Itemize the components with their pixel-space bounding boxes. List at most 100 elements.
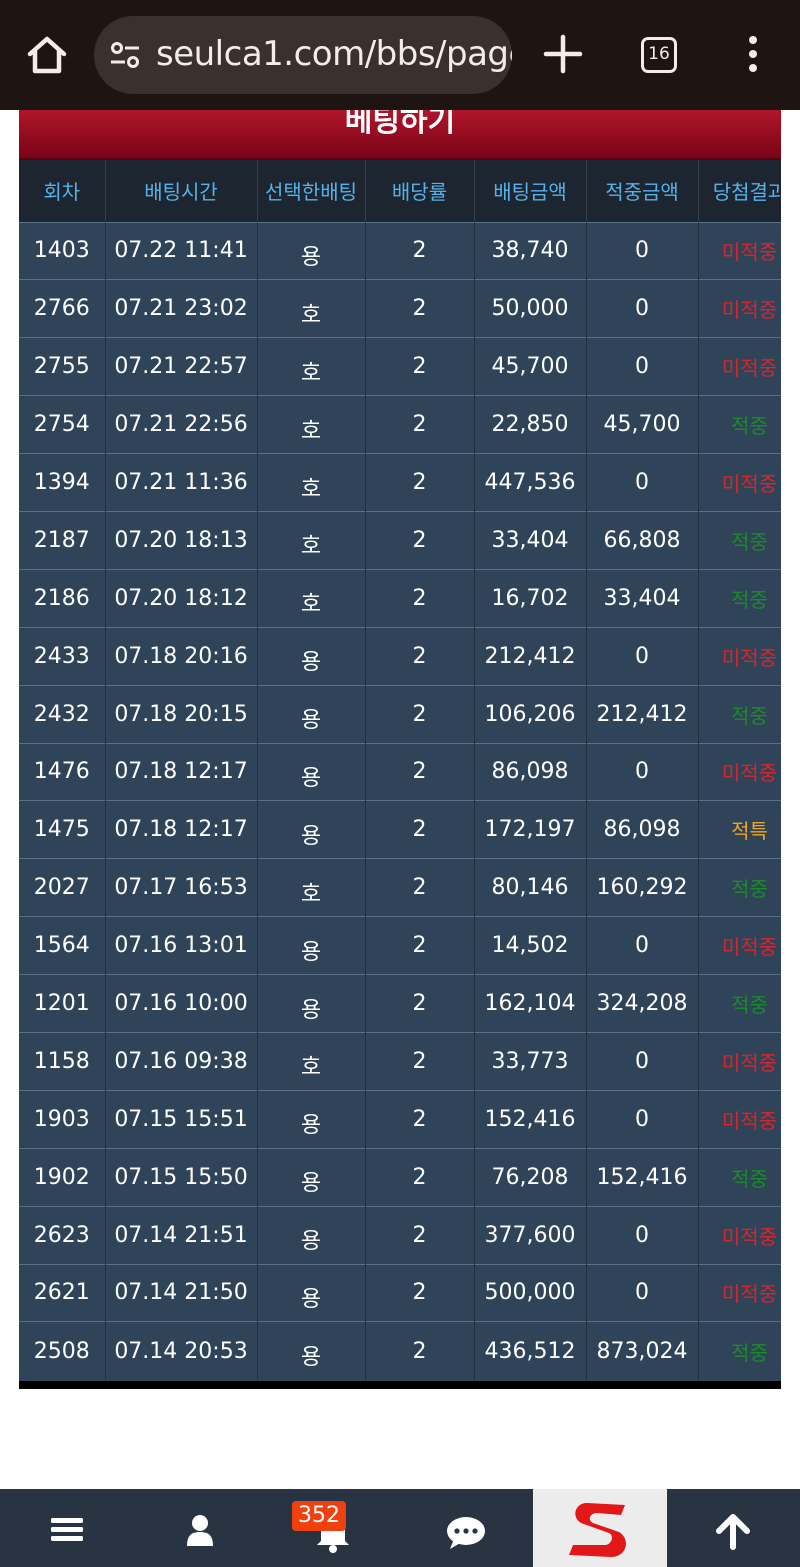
odds-cell: 2 — [365, 1205, 475, 1265]
odds-cell: 2 — [365, 221, 475, 280]
result-cell: 적중 — [698, 974, 781, 1033]
round-cell: 2766 — [19, 279, 106, 338]
more-menu-icon[interactable] — [738, 34, 768, 74]
amount-cell: 76,208 — [474, 1147, 587, 1207]
pick-cell: 호 — [257, 337, 366, 396]
time-cell: 07.15 15:50 — [105, 1147, 258, 1207]
amount-cell: 33,773 — [474, 1031, 587, 1091]
table-row: 2027 07.17 16:53 호 2 80,146 160,292 적중 — [19, 858, 781, 917]
site-settings-icon[interactable] — [110, 42, 140, 68]
table-row: 2755 07.21 22:57 호 2 45,700 0 미적중 — [19, 337, 781, 396]
round-cell: 2621 — [19, 1263, 106, 1322]
time-cell: 07.16 09:38 — [105, 1031, 258, 1091]
pick-cell: 용 — [257, 1321, 366, 1380]
odds-cell: 2 — [365, 974, 475, 1033]
table-row: 2186 07.20 18:12 호 2 16,702 33,404 적중 — [19, 568, 781, 628]
pick-cell: 용 — [257, 1205, 366, 1265]
odds-cell: 2 — [365, 395, 475, 454]
user-icon[interactable] — [178, 1489, 222, 1567]
result-cell: 미적중 — [698, 1031, 781, 1091]
time-cell: 07.20 18:13 — [105, 510, 258, 570]
pick-cell: 용 — [257, 916, 366, 975]
amount-cell: 212,412 — [474, 626, 587, 686]
page-title: 베팅하기 — [344, 110, 456, 139]
win-amount-cell: 0 — [586, 221, 699, 280]
round-cell: 2755 — [19, 337, 106, 396]
amount-cell: 152,416 — [474, 1089, 587, 1149]
pick-cell: 용 — [257, 1147, 366, 1207]
time-cell: 07.16 13:01 — [105, 916, 258, 975]
result-cell: 미적중 — [698, 279, 781, 338]
round-cell: 1903 — [19, 1089, 106, 1149]
amount-cell: 50,000 — [474, 279, 587, 338]
round-cell: 1902 — [19, 1147, 106, 1207]
result-cell: 미적중 — [698, 742, 781, 801]
site-logo[interactable] — [533, 1489, 667, 1567]
result-cell: 적중 — [698, 684, 781, 744]
table-row: 1564 07.16 13:01 용 2 14,502 0 미적중 — [19, 916, 781, 975]
table-row: 1158 07.16 09:38 호 2 33,773 0 미적중 — [19, 1031, 781, 1091]
pick-cell: 용 — [257, 221, 366, 280]
odds-cell: 2 — [365, 568, 475, 628]
table-row: 1201 07.16 10:00 용 2 162,104 324,208 적중 — [19, 974, 781, 1033]
round-cell: 2187 — [19, 510, 106, 570]
header-time: 배팅시간 — [105, 160, 258, 222]
result-cell: 적중 — [698, 1321, 781, 1380]
win-amount-cell: 66,808 — [586, 510, 699, 570]
odds-cell: 2 — [365, 1089, 475, 1149]
time-cell: 07.15 15:51 — [105, 1089, 258, 1149]
result-cell: 미적중 — [698, 1089, 781, 1149]
amount-cell: 22,850 — [474, 395, 587, 454]
time-cell: 07.21 22:57 — [105, 337, 258, 396]
time-cell: 07.14 20:53 — [105, 1321, 258, 1380]
table-row: 2621 07.14 21:50 용 2 500,000 0 미적중 — [19, 1263, 781, 1322]
win-amount-cell: 0 — [586, 453, 699, 512]
logo-s-icon — [569, 1503, 626, 1557]
win-amount-cell: 160,292 — [586, 858, 699, 917]
odds-cell: 2 — [365, 279, 475, 338]
address-bar[interactable]: seulca1.com/bbs/page — [94, 16, 512, 94]
round-cell: 1394 — [19, 453, 106, 512]
time-cell: 07.21 11:36 — [105, 453, 258, 512]
pick-cell: 용 — [257, 626, 366, 686]
time-cell: 07.22 11:41 — [105, 221, 258, 280]
header-round: 회차 — [19, 160, 106, 222]
bottom-nav — [0, 1489, 800, 1567]
table-row: 2187 07.20 18:13 호 2 33,404 66,808 적중 — [19, 510, 781, 570]
win-amount-cell: 0 — [586, 1205, 699, 1265]
new-tab-icon[interactable] — [540, 31, 586, 77]
home-icon[interactable] — [22, 30, 72, 80]
odds-cell: 2 — [365, 453, 475, 512]
win-amount-cell: 212,412 — [586, 684, 699, 744]
amount-cell: 436,512 — [474, 1321, 587, 1380]
arrow-up-icon[interactable] — [710, 1489, 756, 1567]
table-row: 1475 07.18 12:17 용 2 172,197 86,098 적특 — [19, 800, 781, 859]
pick-cell: 용 — [257, 742, 366, 801]
result-cell: 미적중 — [698, 1263, 781, 1322]
round-cell: 2432 — [19, 684, 106, 744]
table-row: 2623 07.14 21:51 용 2 377,600 0 미적중 — [19, 1205, 781, 1265]
header-result: 당첨결과 — [698, 160, 781, 222]
tab-switcher-icon[interactable]: 16 — [641, 37, 677, 73]
pick-cell: 호 — [257, 510, 366, 570]
round-cell: 1403 — [19, 221, 106, 280]
round-cell: 1158 — [19, 1031, 106, 1091]
pick-cell: 용 — [257, 1263, 366, 1322]
chat-icon[interactable] — [442, 1489, 490, 1567]
amount-cell: 447,536 — [474, 453, 587, 512]
pick-cell: 호 — [257, 1031, 366, 1091]
win-amount-cell: 0 — [586, 337, 699, 396]
round-cell: 2508 — [19, 1321, 106, 1380]
menu-icon[interactable] — [44, 1489, 90, 1567]
pick-cell: 호 — [257, 858, 366, 917]
pick-cell: 호 — [257, 568, 366, 628]
round-cell: 2027 — [19, 858, 106, 917]
table-row: 1403 07.22 11:41 용 2 38,740 0 미적중 — [19, 221, 781, 280]
amount-cell: 162,104 — [474, 974, 587, 1033]
odds-cell: 2 — [365, 1321, 475, 1380]
odds-cell: 2 — [365, 1263, 475, 1322]
table-bottom-border — [19, 1381, 781, 1389]
url-text[interactable]: seulca1.com/bbs/page — [156, 34, 512, 74]
header-win-amount: 적중금액 — [586, 160, 699, 222]
amount-cell: 172,197 — [474, 800, 587, 859]
